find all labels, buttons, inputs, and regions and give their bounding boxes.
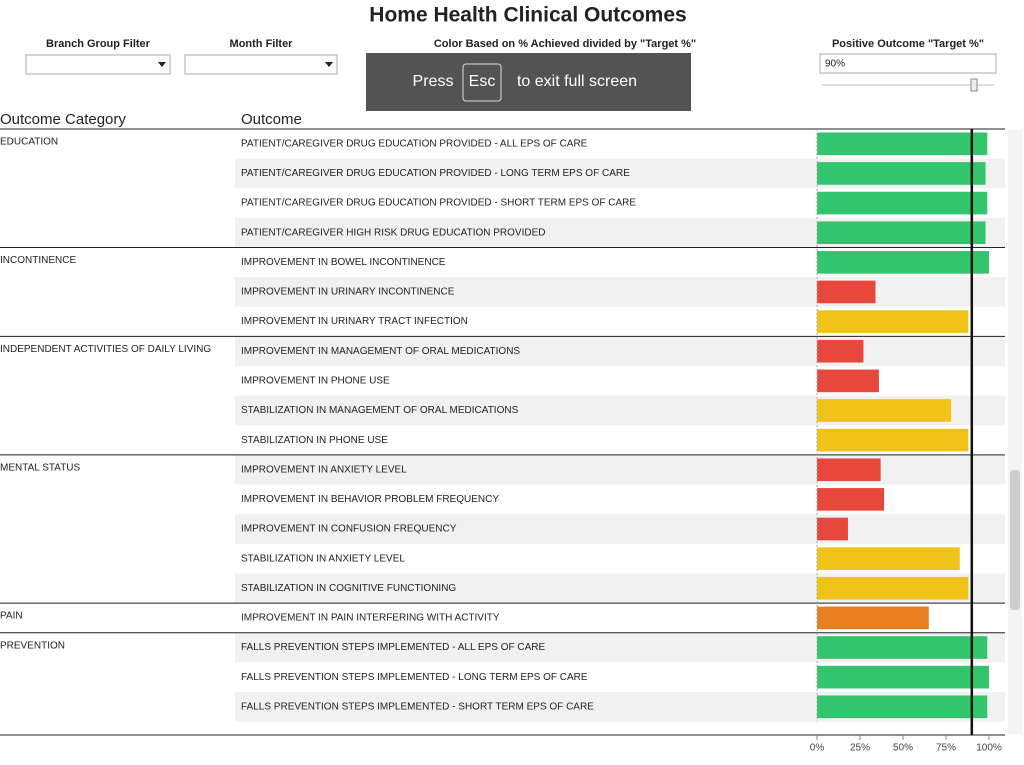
outcome: IMPROVEMENT IN URINARY TRACT INFECTION <box>241 316 468 327</box>
scrollbar[interactable] <box>1008 130 1022 734</box>
outcome: IMPROVEMENT IN CONFUSION FREQUENCY <box>241 524 457 535</box>
outcome-category: PREVENTION <box>0 640 65 651</box>
title: Home Health Clinical Outcomes <box>369 4 686 27</box>
outcome: STABILIZATION IN ANXIETY LEVEL <box>241 553 405 564</box>
outcome: FALLS PREVENTION STEPS IMPLEMENTED - ALL… <box>241 642 545 653</box>
row-band <box>235 514 1005 544</box>
outcome: IMPROVEMENT IN BOWEL INCONTINENCE <box>241 257 446 268</box>
bar <box>817 547 960 570</box>
outcome: STABILIZATION IN PHONE USE <box>241 435 388 446</box>
bar <box>817 339 864 363</box>
outcome-category: MENTAL STATUS <box>0 463 81 474</box>
outcome: STABILIZATION IN MANAGEMENT OF ORAL MEDI… <box>241 405 519 416</box>
outcome: IMPROVEMENT IN ANXIETY LEVEL <box>241 464 407 475</box>
outcome: PATIENT/CAREGIVER DRUG EDUCATION PROVIDE… <box>241 198 636 209</box>
bar <box>817 132 988 156</box>
outcome: IMPROVEMENT IN MANAGEMENT OF ORAL MEDICA… <box>241 346 520 357</box>
bar <box>817 488 885 511</box>
target-title: Positive Outcome "Target %" <box>832 38 984 50</box>
outcome: IMPROVEMENT IN BEHAVIOR PROBLEM FREQUENC… <box>241 494 499 505</box>
x-tick-label: 75% <box>936 743 956 754</box>
column-header: Outcome Category <box>0 111 126 128</box>
notice-key: Esc <box>469 73 496 90</box>
outcome-category: PAIN <box>0 611 23 622</box>
bar <box>817 162 986 185</box>
bar <box>817 458 881 482</box>
x-tick-label: 0% <box>810 743 825 754</box>
bar <box>817 428 969 452</box>
outcome: IMPROVEMENT IN URINARY INCONTINENCE <box>241 287 455 298</box>
key-box <box>462 63 502 102</box>
bar <box>817 280 876 304</box>
outcome: PATIENT/CAREGIVER DRUG EDUCATION PROVIDE… <box>241 168 630 179</box>
outcome-category: INCONTINENCE <box>0 255 76 266</box>
row-band <box>235 277 1005 307</box>
bar <box>817 310 969 333</box>
month-dropdown[interactable] <box>184 54 338 75</box>
filter-label: Month Filter <box>230 38 294 50</box>
row-band <box>235 336 1005 367</box>
branch-dropdown[interactable] <box>25 54 171 75</box>
slider-thumb[interactable] <box>970 78 978 92</box>
column-header: Outcome <box>241 111 302 128</box>
outcome: PATIENT/CAREGIVER DRUG EDUCATION PROVIDE… <box>241 138 588 149</box>
bar <box>817 665 989 689</box>
fullscreen-notice <box>366 53 691 111</box>
target-input[interactable] <box>819 53 997 74</box>
x-tick-label: 50% <box>893 743 913 754</box>
bar <box>817 191 988 215</box>
outcome: IMPROVEMENT IN PAIN INTERFERING WITH ACT… <box>241 613 500 624</box>
outcome: STABILIZATION IN COGNITIVE FUNCTIONING <box>241 583 456 594</box>
x-tick-label: 100% <box>976 743 1002 754</box>
outcome: FALLS PREVENTION STEPS IMPLEMENTED - SHO… <box>241 701 594 712</box>
x-tick-label: 25% <box>850 743 870 754</box>
bar <box>817 369 879 393</box>
bar <box>817 399 952 422</box>
outcome-category: EDUCATION <box>0 137 58 148</box>
dropdown-arrow <box>325 62 333 67</box>
outcome-category: INDEPENDENT ACTIVITIES OF DAILY LIVING <box>0 344 211 355</box>
legend-title: Color Based on % Achieved divided by "Ta… <box>434 38 696 50</box>
outcome: IMPROVEMENT IN PHONE USE <box>241 375 390 386</box>
bar <box>817 576 969 600</box>
bar <box>817 606 929 630</box>
bar <box>817 221 986 245</box>
notice-text: Press <box>413 73 454 90</box>
filter-label: Branch Group Filter <box>46 38 151 50</box>
bar <box>817 517 848 541</box>
scroll-thumb[interactable] <box>1010 470 1020 610</box>
bar <box>817 251 989 274</box>
notice-text: to exit full screen <box>517 73 637 90</box>
bar <box>817 636 988 659</box>
dropdown-arrow <box>158 62 166 67</box>
bar <box>817 695 988 719</box>
outcome: FALLS PREVENTION STEPS IMPLEMENTED - LON… <box>241 672 588 683</box>
target-input-text: 90% <box>825 59 845 70</box>
outcome: PATIENT/CAREGIVER HIGH RISK DRUG EDUCATI… <box>241 227 545 238</box>
